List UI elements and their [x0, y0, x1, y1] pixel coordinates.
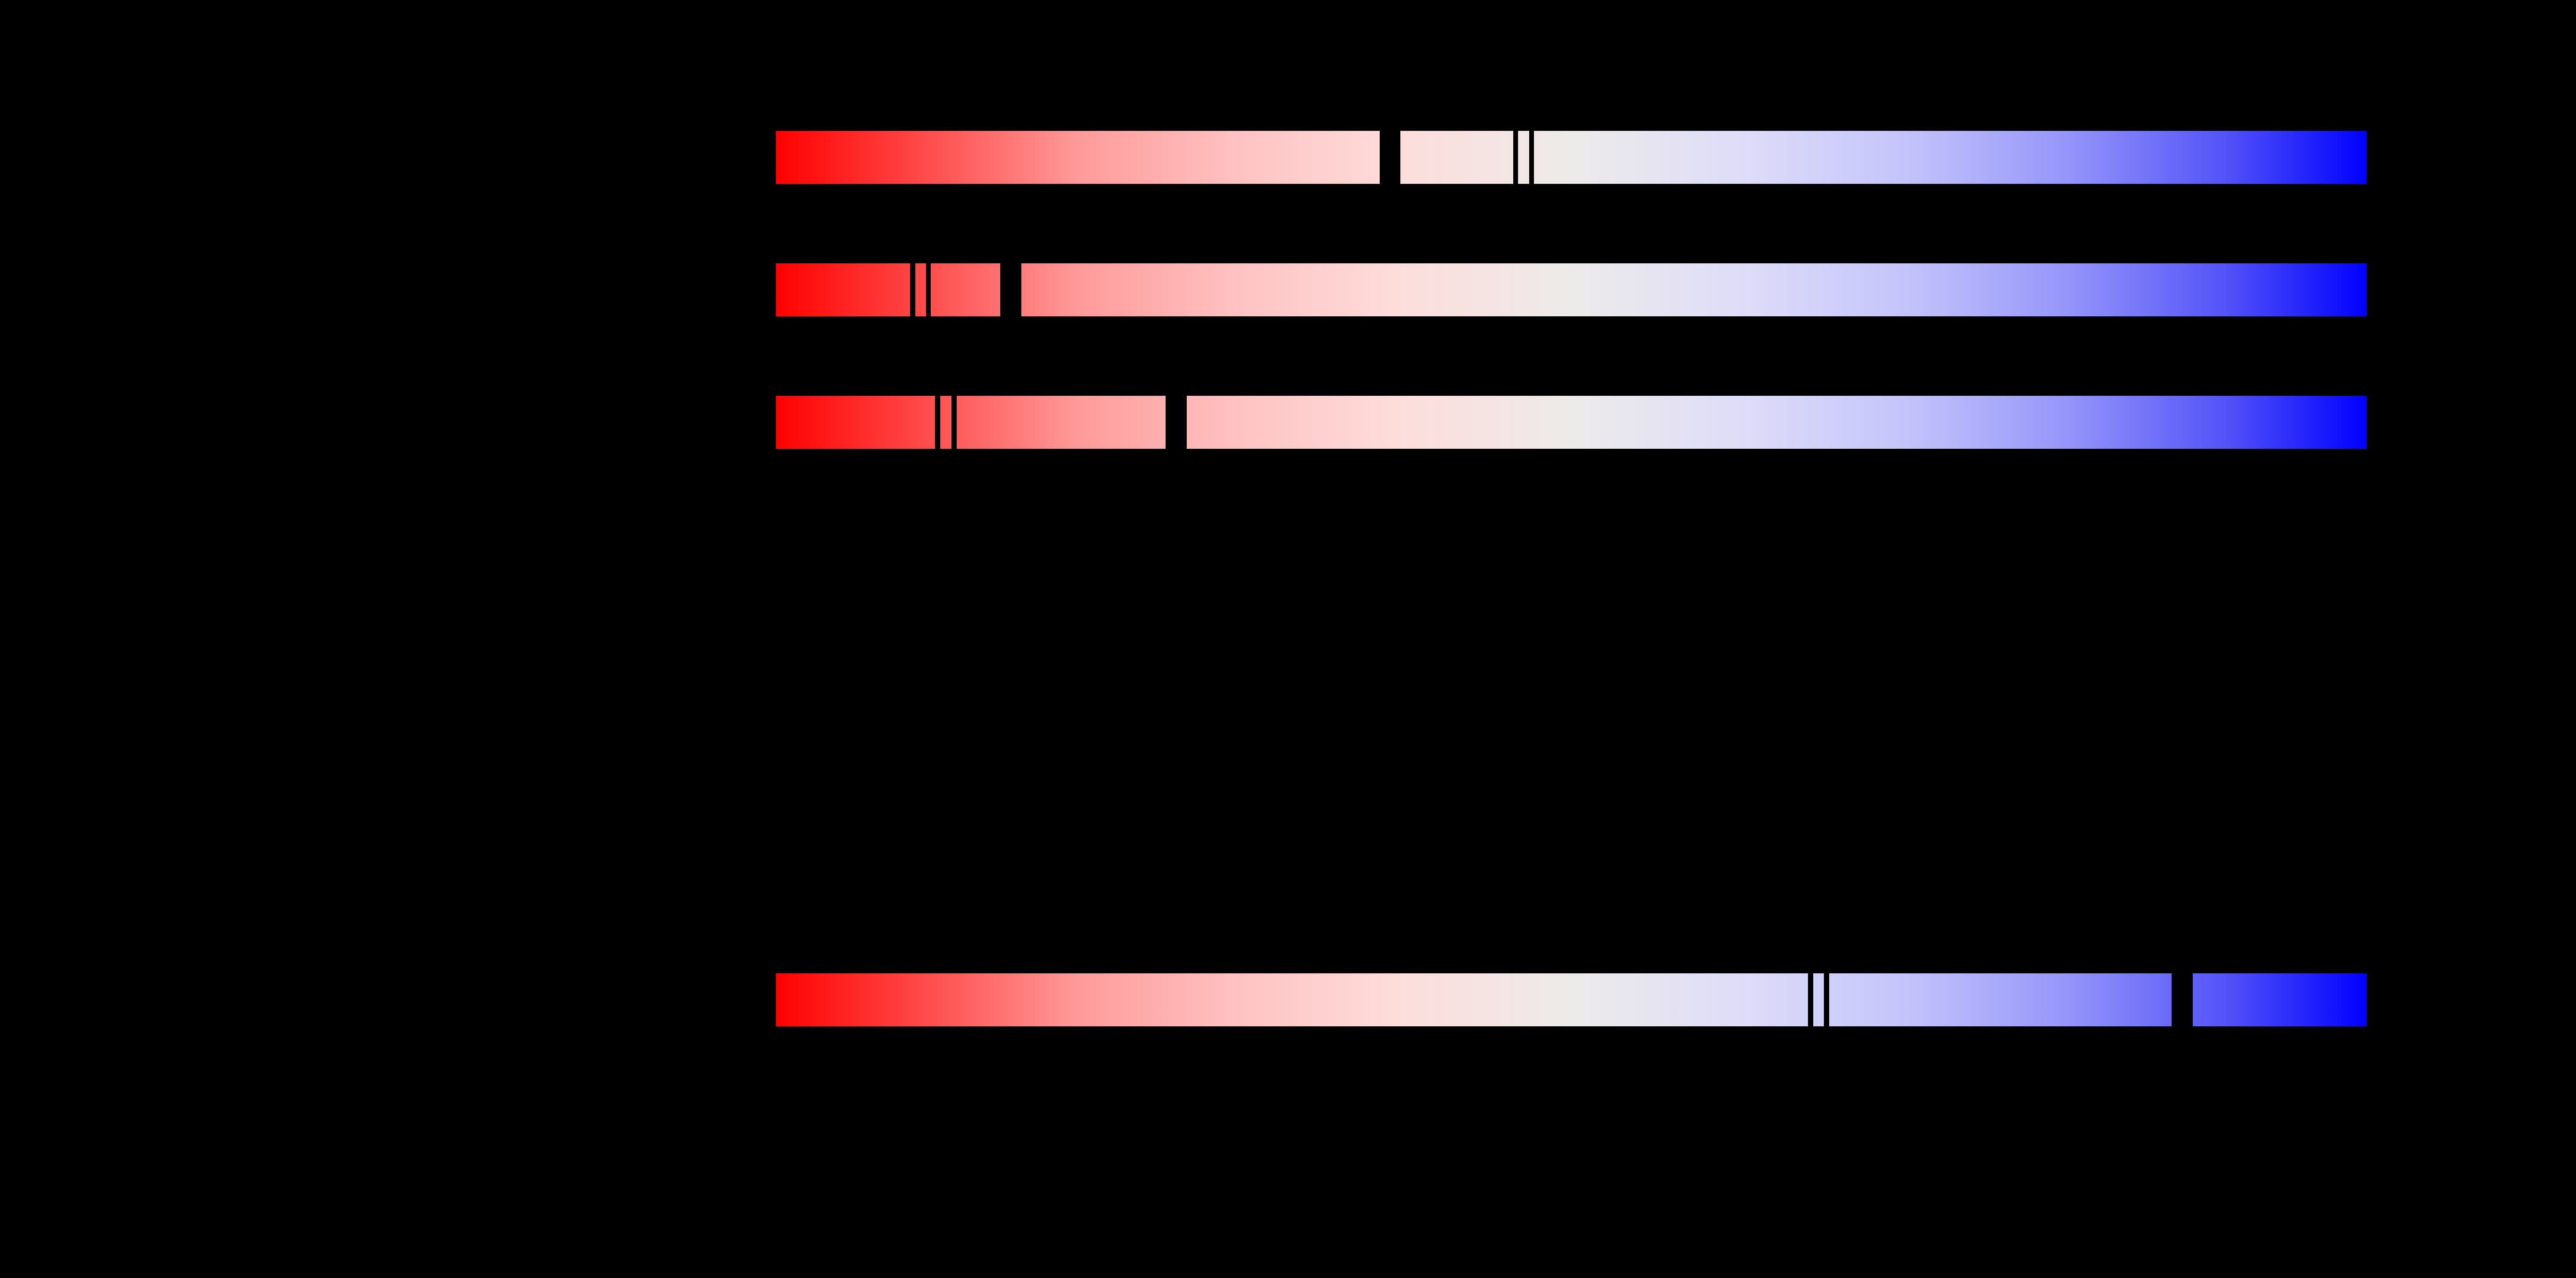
quantile-marker-thin — [951, 396, 957, 449]
quantile-marker-thin — [926, 263, 931, 316]
gradient-strip-4 — [776, 973, 2367, 1026]
quantile-marker-thick — [1380, 131, 1400, 184]
quantile-marker-thin — [1513, 131, 1518, 184]
quantile-marker-thin — [1529, 131, 1534, 184]
quantile-marker-thin — [1808, 973, 1813, 1026]
quantile-marker-thick — [1166, 396, 1187, 449]
quantile-marker-thick — [2172, 973, 2193, 1026]
gradient-strip-1 — [776, 131, 2367, 184]
quantile-marker-thin — [910, 263, 915, 316]
quantile-marker-thin — [1824, 973, 1829, 1026]
gradient-strip-2 — [776, 263, 2367, 316]
quantile-marker-thin — [935, 396, 940, 449]
quantile-marker-thick — [1000, 263, 1021, 316]
gradient-strip-3 — [776, 396, 2367, 449]
